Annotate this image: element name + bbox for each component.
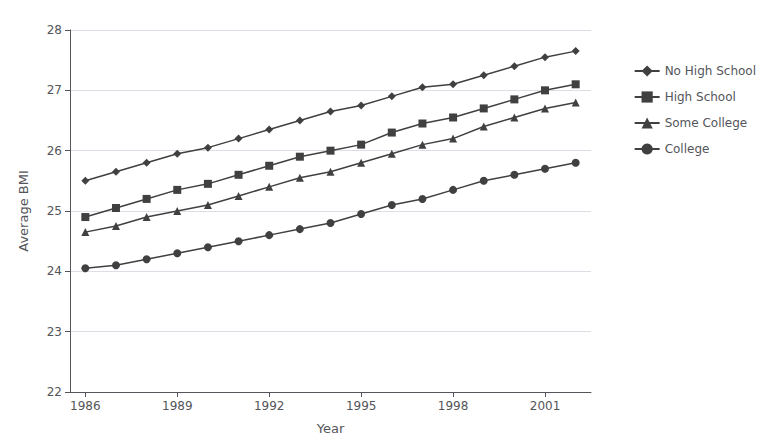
- svg-text:College: College: [665, 142, 710, 156]
- svg-text:22: 22: [47, 385, 62, 399]
- svg-text:28: 28: [47, 23, 62, 37]
- svg-text:26: 26: [47, 144, 62, 158]
- svg-text:1986: 1986: [70, 399, 101, 413]
- svg-text:27: 27: [47, 83, 62, 97]
- svg-text:1998: 1998: [438, 399, 469, 413]
- svg-text:25: 25: [47, 204, 62, 218]
- svg-text:2001: 2001: [530, 399, 561, 413]
- svg-text:1992: 1992: [254, 399, 285, 413]
- svg-text:1989: 1989: [162, 399, 193, 413]
- svg-text:24: 24: [47, 264, 62, 278]
- svg-text:1995: 1995: [346, 399, 377, 413]
- svg-text:Some College: Some College: [665, 116, 748, 130]
- svg-text:23: 23: [47, 325, 62, 339]
- svg-text:Average BMI: Average BMI: [16, 170, 31, 252]
- svg-text:Year: Year: [316, 421, 345, 436]
- svg-text:No High School: No High School: [665, 64, 756, 78]
- svg-text:High School: High School: [665, 90, 736, 104]
